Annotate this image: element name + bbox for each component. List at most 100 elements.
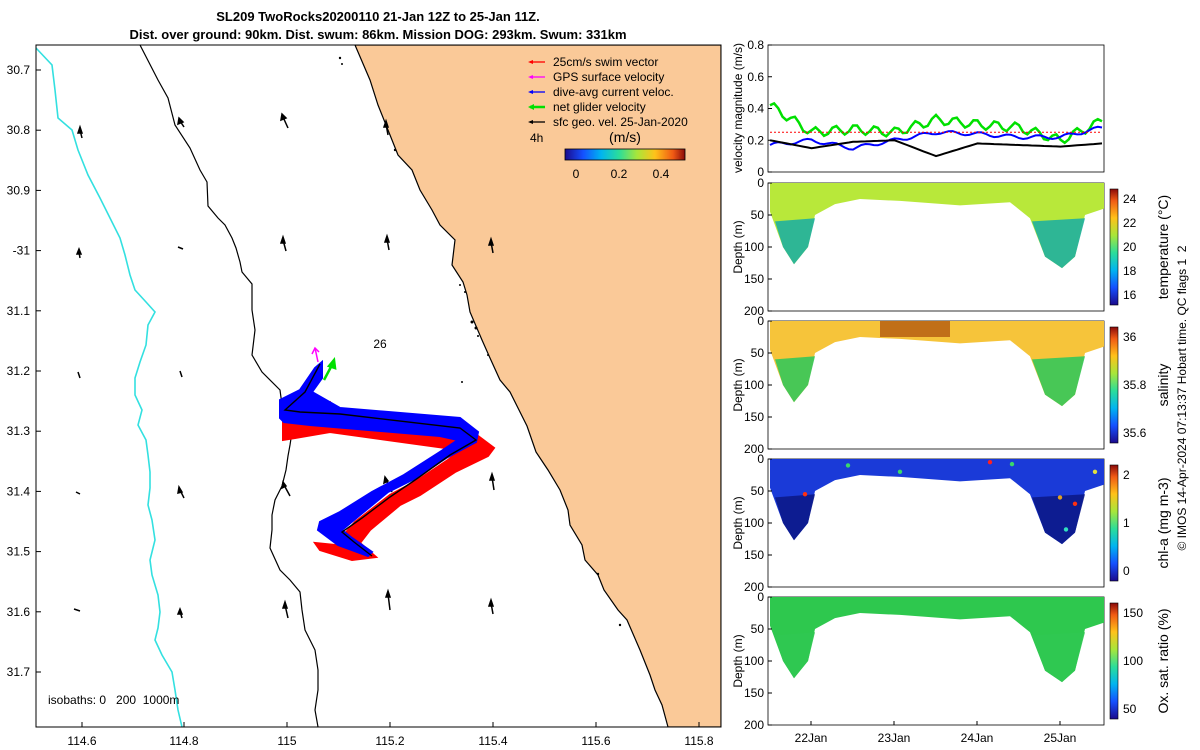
colorbar-label: Ox. sat. ratio (%) — [1155, 608, 1171, 713]
depth-ytick-label: 0 — [757, 452, 764, 466]
lat-tick-label: -31 — [13, 244, 31, 258]
lat-tick-label: 30.8 — [7, 123, 31, 137]
lon-tick-label: 115.4 — [478, 734, 507, 748]
lon-tick-label: 115.8 — [684, 734, 713, 748]
lon-tick-label: 114.6 — [67, 734, 96, 748]
velocity-ytick-label: 0.6 — [747, 70, 764, 84]
isobath-1000 — [36, 47, 183, 727]
velocity-y-ticks: 0 0.2 0.4 0.6 0.8 — [747, 38, 772, 179]
colorbar-tick-label: 24 — [1123, 192, 1137, 206]
geo-arrow — [73, 608, 81, 612]
map-colorbar-tick: 0 — [573, 167, 580, 181]
colorbar-tick-label: 100 — [1123, 654, 1143, 668]
lat-tick-label: 31.1 — [7, 304, 31, 318]
date-tick-label: 24Jan — [961, 731, 994, 745]
colorbar-tick-label: 20 — [1123, 240, 1137, 254]
dive-avg-current-band — [279, 359, 480, 558]
legend-label: GPS surface velocity — [553, 70, 664, 84]
gps-surface-velocity-arrow — [311, 346, 320, 363]
land-area — [354, 45, 721, 727]
glider-track-line — [283, 363, 478, 557]
depth-colorbar — [1109, 188, 1119, 306]
isobaths-label: isobaths: 0 200 1000m — [48, 693, 179, 707]
legend-label: 25cm/s swim vector — [553, 55, 658, 69]
geo-arrow — [281, 480, 291, 497]
lon-tick-label: 114.8 — [169, 734, 198, 748]
velocity-ytick-label: 0.2 — [747, 133, 764, 147]
section-deep-fill — [775, 356, 815, 403]
lat-tick-label: 31.6 — [7, 605, 31, 619]
geo-arrow — [76, 124, 84, 139]
date-tick-labels: 22Jan 23Jan 24Jan 25Jan — [795, 721, 1076, 745]
legend-4h: 4h — [530, 131, 543, 145]
depth-ylabel: Depth (m) — [731, 634, 745, 687]
colorbar-tick-label: 35.6 — [1123, 426, 1147, 440]
geo-arrow — [176, 606, 184, 619]
depth-ytick-label: 100 — [744, 654, 764, 668]
colorbar-label: salinity — [1155, 364, 1171, 407]
section-deep-fill — [1032, 632, 1085, 683]
depth-ytick-label: 200 — [744, 718, 764, 732]
lon-tick-labels: 114.6 114.8 115 115.2 115.4 115.6 115.8 — [67, 722, 714, 748]
depth-ytick-label: 0 — [757, 590, 764, 604]
depth-ytick-label: 50 — [751, 622, 765, 636]
section-deep-fill — [1032, 494, 1085, 545]
title-line-2: Dist. over ground: 90km. Dist. swum: 86k… — [129, 27, 626, 42]
chla-point — [987, 460, 993, 465]
legend-gps-velocity: GPS surface velocity — [528, 70, 664, 84]
legend-sfc-geo: sfc geo. vel. 25-Jan-2020 — [528, 115, 688, 129]
velocity-ytick-label: 0.8 — [747, 38, 764, 52]
velocity-series-line — [769, 139, 1103, 158]
salinity-high-patch — [880, 321, 950, 337]
colorbar-tick-label: 22 — [1123, 216, 1137, 230]
chla-point — [1092, 469, 1098, 474]
velocity-series — [769, 101, 1103, 158]
lat-tick-labels: 30.7 30.8 30.9 -31 31.1 31.2 31.3 31.4 31.5 31.6 3… — [7, 63, 41, 679]
chla-point — [1009, 461, 1015, 467]
section-fill — [770, 597, 1104, 683]
depth-ytick-label: 200 — [744, 304, 764, 318]
lon-tick-label: 115.6 — [581, 734, 610, 748]
map-frame — [35, 44, 722, 728]
colorbar-tick-label: 2 — [1123, 468, 1130, 482]
lat-tick-label: 31.3 — [7, 424, 31, 438]
map-colorbar-tick: 0.2 — [611, 167, 628, 181]
legend-dive-avg: dive-avg current veloc. — [528, 85, 674, 99]
glider-track — [279, 346, 496, 562]
depth-ytick-label: 50 — [751, 346, 765, 360]
map-colorbar-title: (m/s) — [609, 129, 641, 145]
geo-arrow — [75, 491, 81, 495]
depth-ytick-label: 150 — [744, 548, 764, 562]
velocity-ytick-label: 0.4 — [747, 102, 764, 116]
legend-net-glider: net glider velocity — [528, 100, 646, 114]
depth-ytick-label: 100 — [744, 378, 764, 392]
lon-tick-label: 115 — [277, 734, 296, 748]
geostrophic-arrows — [73, 112, 496, 619]
depth-ytick-label: 0 — [757, 176, 764, 190]
depth-panel-chla: 0 50 100 150 200 Depth (m) 2 1 0 chl-a (mg m-3) — [731, 452, 1171, 594]
depth-ylabel: Depth (m) — [731, 358, 745, 411]
date-tick-label: 23Jan — [878, 731, 911, 745]
geo-arrow — [280, 112, 289, 129]
chla-point — [1063, 527, 1069, 532]
chla-point — [897, 469, 903, 474]
section-fill — [770, 459, 1104, 545]
geo-arrow — [487, 236, 495, 254]
section-fill — [770, 321, 1104, 407]
section-deep-fill — [775, 632, 815, 679]
depth-ytick-label: 100 — [744, 240, 764, 254]
map-colorbar-tick: 0.4 — [653, 167, 670, 181]
net-glider-velocity-arrow — [322, 356, 337, 381]
section-deep-fill — [1032, 218, 1085, 269]
depth-colorbar — [1109, 602, 1119, 720]
section-deep-fill — [1032, 356, 1085, 407]
colorbar-tick-label: 0 — [1123, 564, 1130, 578]
map-legend: 25cm/s swim vector GPS surface velocity … — [528, 55, 688, 145]
colorbar-tick-label: 50 — [1123, 702, 1137, 716]
map-panel: 26 isobaths: 0 200 1000m 25cm/s swim vec… — [7, 44, 722, 748]
lat-tick-label: 31.4 — [7, 484, 31, 498]
chla-point — [1057, 495, 1063, 500]
